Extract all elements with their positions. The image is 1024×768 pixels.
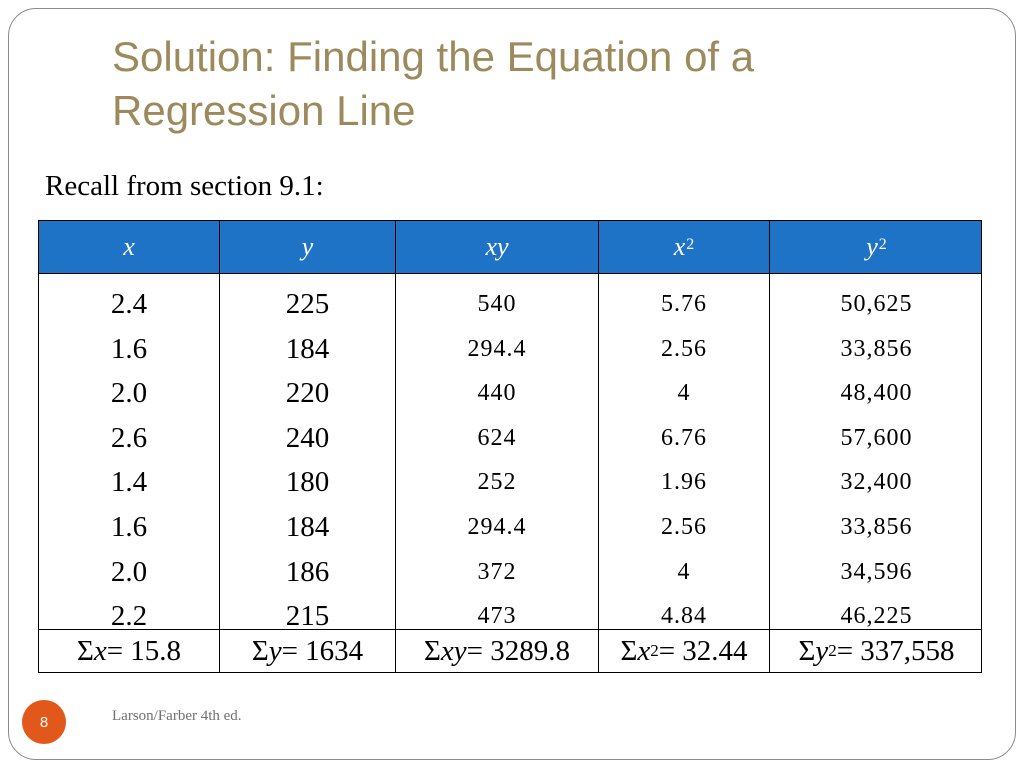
- table-cell: 225: [285, 288, 330, 320]
- table-cell: 50,625: [840, 291, 913, 317]
- footer-citation: Larson/Farber 4th ed.: [112, 708, 242, 724]
- slide-frame: [8, 8, 1016, 760]
- slide-title: Solution: Finding the Equation of a Regr…: [112, 33, 755, 134]
- table-cell: 1.6: [110, 510, 148, 543]
- table-cell: 33,856: [840, 335, 913, 362]
- table-cell: 48,400: [840, 380, 913, 407]
- column-x-squared: 5.76 2.56 4 6.76 1.96 2.56 4 4.84: [599, 274, 770, 639]
- table-cell: 473: [477, 603, 517, 630]
- table-cell: 186: [285, 555, 330, 588]
- table-cell: 33,856: [840, 513, 913, 540]
- table-cell: 2.2: [110, 600, 148, 633]
- table-cell: 294.4: [467, 335, 527, 362]
- table-cell: 4: [677, 380, 691, 407]
- table-cell: 180: [285, 466, 330, 499]
- column-y-squared: 50,625 33,856 48,400 57,600 32,400 33,856 34,5…: [770, 274, 983, 639]
- table-cell: 624: [477, 424, 517, 451]
- table-cell: 240: [285, 421, 330, 454]
- table-cell: 34,596: [840, 558, 913, 585]
- page-number-badge: 8: [22, 700, 66, 744]
- table-cell: 2.6: [110, 421, 148, 454]
- table-cell: 1.96: [661, 469, 707, 496]
- table-cell: 57,600: [840, 424, 913, 451]
- table-cell: 440: [477, 380, 517, 407]
- column-x: 2.4 1.6 2.0 2.6 1.4 1.6 2.0 2.2: [39, 274, 220, 639]
- table-cell: 32,400: [840, 469, 913, 496]
- table-cell: 4: [677, 558, 691, 585]
- table-cell: 46,225: [840, 603, 913, 630]
- table-cell: 2.4: [110, 288, 148, 320]
- table-cell: 5.76: [661, 291, 707, 317]
- table-cell: 2.56: [661, 335, 707, 362]
- table-cell: 2.0: [110, 377, 148, 410]
- slide-subtitle: Recall from section 9.1:: [45, 170, 324, 202]
- table-cell: 294.4: [467, 513, 527, 540]
- table-cell: 2.56: [661, 513, 707, 540]
- table-body: 2.4 1.6 2.0 2.6 1.4 1.6 2.0 2.2 225 184 220 240 180…: [38, 274, 982, 639]
- column-xy: 540 294.4 440 624 252 294.4 372 473: [396, 274, 599, 639]
- header-x: x: [39, 221, 220, 273]
- column-y: 225 184 220 240 180 184 186 215: [220, 274, 396, 639]
- table-cell: 1.4: [110, 466, 148, 499]
- header-xy: xy: [396, 221, 599, 273]
- table-cell: 372: [477, 558, 517, 585]
- table-cell: 184: [285, 332, 330, 365]
- table-cell: 220: [285, 377, 330, 410]
- table-cell: 2.0: [110, 555, 148, 588]
- table-cell: 4.84: [661, 603, 707, 630]
- table-cell: 252: [477, 469, 517, 496]
- table-cell: 540: [477, 291, 517, 317]
- table-cell: 215: [285, 600, 330, 633]
- table-cell: 1.6: [110, 332, 148, 365]
- header-y: y: [220, 221, 396, 273]
- table-cell: 184: [285, 510, 330, 543]
- table-cell: 6.76: [661, 424, 707, 451]
